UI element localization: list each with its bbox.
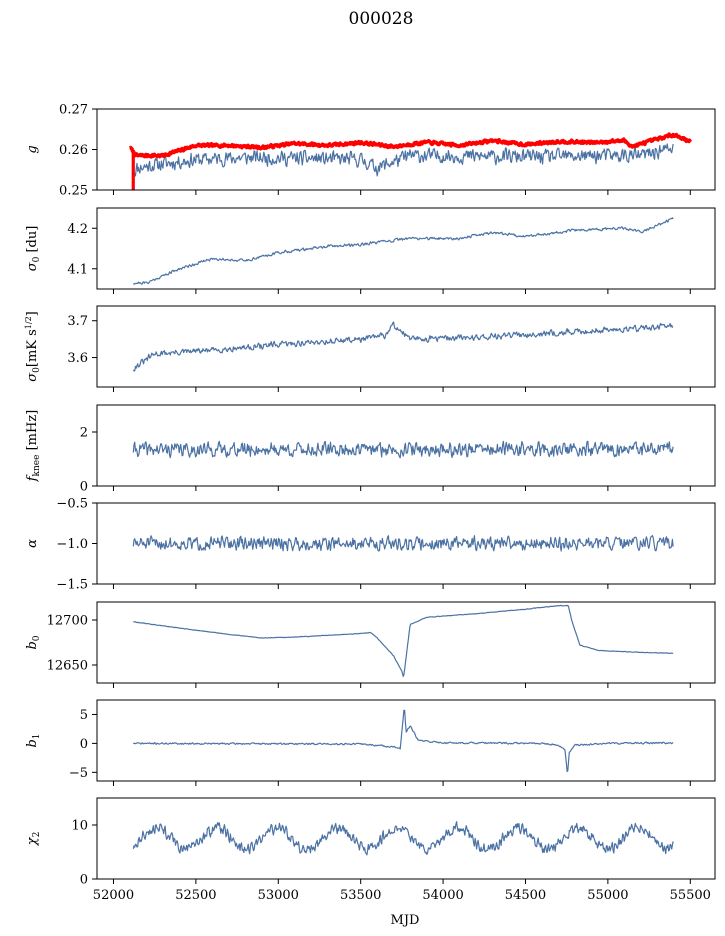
series-line-1 [132, 821, 674, 856]
series-line-1 [132, 217, 674, 285]
x-tick-label: 52500 [175, 888, 216, 903]
y-tick-label: 3.7 [67, 314, 88, 329]
y-tick-label: 12700 [47, 614, 88, 629]
y-tick-label: 2 [80, 426, 88, 441]
panel-data [132, 321, 674, 372]
y-tick-label: −5 [69, 766, 88, 781]
x-tick-label: 53500 [340, 888, 381, 903]
y-tick-label: 0.25 [59, 184, 88, 199]
y-tick-label: 4.1 [67, 262, 88, 277]
x-tick-label: 55500 [670, 888, 711, 903]
axes-frame [96, 699, 716, 782]
panel-3: 3.6 3.7 σ0[mK s1/2] [24, 305, 716, 392]
y-tick-label: 12650 [47, 659, 88, 674]
figure-title: 000028 [349, 9, 414, 29]
y-tick-label: 0 [80, 737, 88, 752]
y-axis-label: α [25, 539, 40, 548]
x-axis-label: MJD [391, 913, 420, 928]
x-tick-label: 55000 [587, 888, 628, 903]
y-tick-label: 10 [71, 819, 88, 834]
axes-frame [96, 207, 716, 290]
series-line-1 [132, 709, 674, 773]
axes-frame [96, 797, 716, 880]
series-line-1 [132, 535, 674, 552]
y-tick-label: 4.2 [67, 222, 88, 237]
y-axis-label: b1 [25, 733, 42, 747]
series-line-1 [133, 604, 674, 677]
y-axis-label: fknee [mHz] [25, 410, 42, 483]
axes-frame [96, 601, 716, 684]
panel-2: 4.1 4.2 σ0 [du] [25, 207, 716, 294]
y-tick-label: −1.0 [56, 537, 88, 552]
panel-6: 12650 12700 b0 [25, 601, 716, 688]
y-tick-label: 0.27 [59, 103, 88, 118]
panel-data [133, 604, 674, 677]
x-tick-label: 53000 [258, 888, 299, 903]
panel-5: −1.5 −1.0 −0.5 α [25, 497, 716, 593]
y-axis-label: g [25, 145, 40, 153]
panel-data [132, 217, 674, 285]
panel-data [132, 440, 674, 459]
panel-data [128, 132, 692, 190]
panel-data [132, 709, 674, 773]
series-line-1 [132, 321, 674, 372]
panel-7: −5 0 5 b1 [25, 699, 716, 786]
axes-frame [96, 404, 716, 487]
y-axis-label: χ2 [25, 832, 42, 847]
axes-frame [96, 305, 716, 388]
x-tick-label: 54000 [422, 888, 463, 903]
panel-data [132, 535, 674, 552]
panel-1: 0.25 0.26 0.27 g [25, 103, 716, 199]
y-tick-label: 0.26 [59, 143, 88, 158]
y-axis-label: b0 [25, 635, 42, 649]
panel-8: 0 10 52000 52500 53000 53500 54000 54500 55000 55… [25, 797, 716, 903]
y-axis-label: σ0[mK s1/2] [24, 311, 42, 381]
y-tick-label: −0.5 [56, 497, 88, 512]
y-tick-label: 0 [80, 873, 88, 888]
panel-4: 0 2 fknee [mHz] [25, 404, 716, 495]
series-line-1 [132, 440, 674, 459]
panels: 0.25 0.26 0.27 g 4.1 4.2 σ0 [du] 3.6 3.7 σ0[mK s1… [24, 103, 716, 903]
series-line-1 [133, 143, 674, 177]
panel-data [132, 821, 674, 856]
series-line-2 [128, 132, 692, 159]
y-tick-label: 3.6 [67, 351, 88, 366]
y-tick-label: −1.5 [56, 578, 88, 593]
y-axis-label: σ0 [du] [25, 226, 42, 272]
x-tick-label: 52000 [93, 888, 134, 903]
y-tick-label: 0 [80, 480, 88, 495]
x-tick-label: 54500 [505, 888, 546, 903]
y-tick-label: 5 [80, 708, 88, 723]
